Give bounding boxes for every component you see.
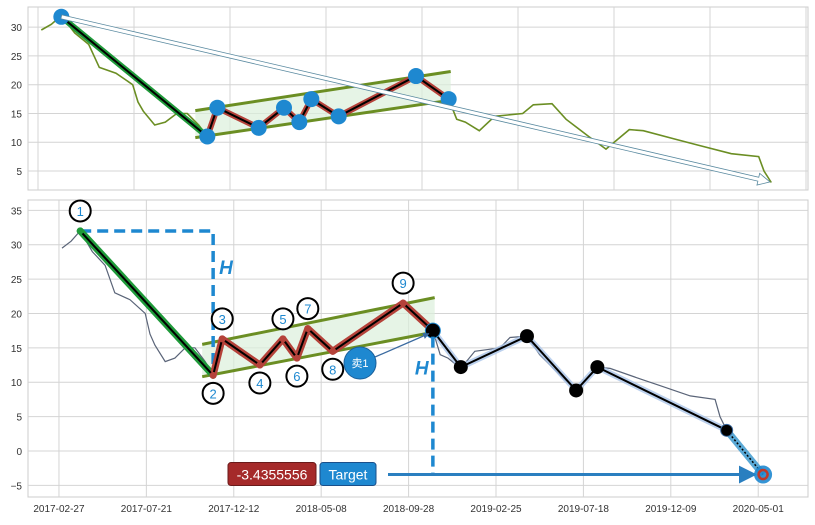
forecast-pivot — [569, 383, 584, 398]
y-tick-label: −5 — [11, 481, 23, 492]
target-value-box — [227, 462, 317, 487]
wave-centerline — [79, 230, 434, 378]
wave-label-circle — [296, 297, 320, 321]
y-tick-label: 30 — [11, 241, 23, 252]
pivot-marker — [199, 128, 216, 145]
target-label: Target — [329, 467, 368, 483]
pivot-marker — [440, 91, 457, 108]
pivot-marker — [408, 68, 424, 85]
wave-centerline — [60, 16, 450, 139]
target-marker — [754, 465, 773, 484]
sell-badge — [343, 346, 377, 380]
wave-label-circle — [321, 357, 345, 381]
pivot-dot — [209, 371, 217, 379]
h-label-projection: H — [415, 359, 430, 380]
pivot-dot — [304, 325, 312, 333]
target-value-label: -3.4355556 — [237, 467, 308, 483]
y-tick-label: 35 — [11, 206, 23, 217]
sell-pointer-arrow — [374, 332, 430, 358]
y-tick-label: 5 — [16, 167, 22, 178]
x-tick-label: 2019-02-25 — [470, 504, 522, 515]
pivot-marker — [250, 119, 267, 136]
forecast-line — [432, 329, 728, 432]
wave-label: 2 — [210, 386, 217, 401]
h-label: H — [219, 258, 234, 279]
x-tick-label: 2017-07-21 — [121, 504, 173, 515]
y-tick-label: 25 — [11, 52, 23, 63]
wave-label-circle — [68, 199, 92, 223]
wave-label: 4 — [256, 376, 263, 391]
pivot-dot — [76, 227, 84, 235]
h-measure-line — [80, 229, 215, 376]
x-tick-label: 2019-12-09 — [645, 504, 697, 515]
trend-arrow — [60, 14, 771, 186]
sell-label: 卖1 — [351, 357, 368, 370]
plot-area — [27, 199, 809, 498]
forecast-pivot — [590, 360, 605, 375]
y-tick-label: 15 — [11, 109, 23, 120]
wave-label: 3 — [219, 312, 226, 327]
pivot-marker — [291, 114, 308, 131]
pivot-dot — [256, 361, 264, 369]
x-tick-label: 2019-07-18 — [558, 504, 610, 515]
y-tick-label: 15 — [11, 344, 23, 355]
x-tick-label: 2018-05-08 — [296, 504, 348, 515]
wave-label: 8 — [329, 362, 336, 377]
pivot-dot — [329, 347, 337, 355]
wave-label-circle — [271, 307, 295, 331]
x-tick-label: 2017-12-12 — [208, 504, 260, 515]
wave-label: 9 — [400, 276, 407, 291]
wave-label-circle — [248, 371, 272, 395]
forecast-pivot — [425, 323, 440, 338]
pivot-marker — [330, 108, 347, 125]
y-tick-label: 0 — [16, 447, 22, 458]
trend-arrow-shape — [60, 14, 771, 186]
pivot-marker — [276, 99, 292, 116]
x-tick-label: 2018-09-28 — [383, 504, 435, 515]
y-tick-label: 20 — [11, 81, 23, 92]
x-tick-label: 2017-02-27 — [33, 504, 85, 515]
x-tick-label: 2020-05-01 — [733, 504, 785, 515]
y-tick-label: 30 — [11, 23, 23, 34]
pivot-dot — [293, 354, 301, 362]
target-marker-ring — [757, 468, 769, 481]
wave-label-circle — [285, 364, 309, 388]
forecast-pivot — [720, 423, 734, 437]
wave-label: 6 — [293, 369, 300, 384]
target-box — [319, 462, 377, 487]
pivot-dot — [279, 335, 287, 343]
pivot-marker — [209, 99, 226, 116]
y-tick-label: 5 — [16, 413, 22, 424]
pivot-dot — [218, 335, 226, 343]
target-leg-dotted — [726, 429, 764, 476]
y-tick-label: 20 — [11, 309, 23, 320]
wave-label: 7 — [304, 302, 311, 317]
forecast-pivot — [519, 329, 534, 344]
y-tick-label: 10 — [11, 378, 23, 389]
pivot-dot — [399, 299, 407, 307]
channel-lower-line — [195, 98, 451, 140]
y-tick-label: 10 — [11, 138, 23, 149]
wave-label-circle — [391, 271, 415, 295]
pivot-marker — [303, 91, 320, 108]
channel-lower-line — [201, 330, 435, 379]
wave-label: 5 — [279, 312, 286, 327]
forecast-pivot — [453, 360, 468, 375]
wave-label: 1 — [77, 204, 84, 219]
wave-label-circle — [201, 381, 225, 405]
top-panel: 5 10 15 20 25 30 — [11, 6, 809, 191]
y-tick-label: 25 — [11, 275, 23, 286]
wave-label-circle — [210, 307, 234, 331]
